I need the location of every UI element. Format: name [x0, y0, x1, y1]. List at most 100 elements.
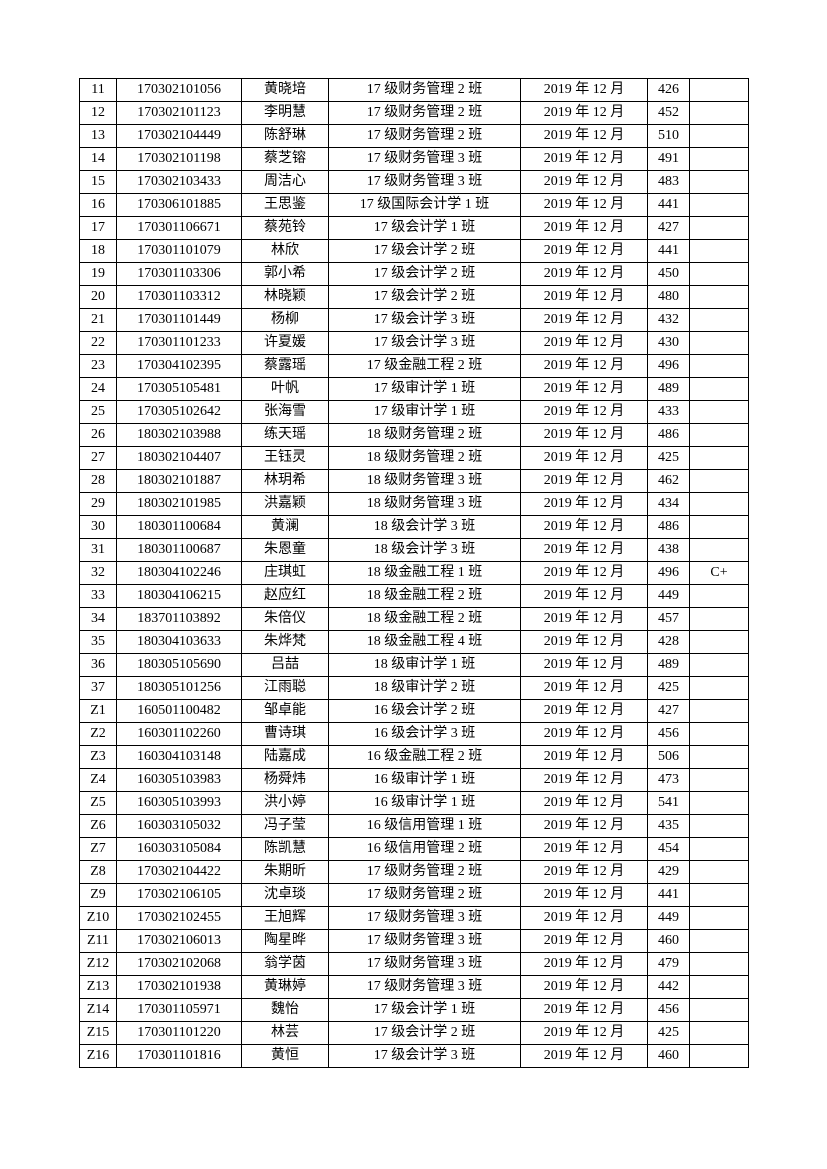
table-row: 23 170304102395 蔡露瑶 17 级金融工程 2 班 2019 年 12 月… — [79, 354, 749, 378]
student-name-cell: 叶帆 — [241, 377, 329, 401]
row-number-cell: Z4 — [79, 768, 117, 792]
student-name-cell: 赵应红 — [241, 584, 329, 608]
exam-date-cell: 2019 年 12 月 — [520, 699, 648, 723]
class-cell: 18 级财务管理 3 班 — [328, 469, 521, 493]
exam-date-cell: 2019 年 12 月 — [520, 492, 648, 516]
score-table: 11 170302101056 黄晓培 17 级财务管理 2 班 2019 年 12 月… — [79, 78, 749, 1068]
table-row: 28 180302101887 林玥希 18 级财务管理 3 班 2019 年 12 月… — [79, 469, 749, 493]
exam-date-cell: 2019 年 12 月 — [520, 538, 648, 562]
row-number-cell: 14 — [79, 147, 117, 171]
score-cell: 460 — [647, 1044, 690, 1068]
score-cell: 479 — [647, 952, 690, 976]
exam-date-cell: 2019 年 12 月 — [520, 308, 648, 332]
class-cell: 17 级会计学 3 班 — [328, 1044, 521, 1068]
student-name-cell: 蔡露瑶 — [241, 354, 329, 378]
class-cell: 18 级金融工程 2 班 — [328, 607, 521, 631]
student-name-cell: 林芸 — [241, 1021, 329, 1045]
exam-date-cell: 2019 年 12 月 — [520, 883, 648, 907]
grade-cell — [689, 124, 749, 148]
exam-date-cell: 2019 年 12 月 — [520, 469, 648, 493]
row-number-cell: 37 — [79, 676, 117, 700]
student-id-cell: 170302101123 — [116, 101, 242, 125]
class-cell: 17 级财务管理 3 班 — [328, 170, 521, 194]
student-id-cell: 160501100482 — [116, 699, 242, 723]
class-cell: 16 级金融工程 2 班 — [328, 745, 521, 769]
table-row: 12 170302101123 李明慧 17 级财务管理 2 班 2019 年 12 月… — [79, 101, 749, 125]
row-number-cell: Z2 — [79, 722, 117, 746]
exam-date-cell: 2019 年 12 月 — [520, 975, 648, 999]
exam-date-cell: 2019 年 12 月 — [520, 1021, 648, 1045]
class-cell: 18 级会计学 3 班 — [328, 515, 521, 539]
student-id-cell: 170302102068 — [116, 952, 242, 976]
row-number-cell: 24 — [79, 377, 117, 401]
row-number-cell: Z13 — [79, 975, 117, 999]
class-cell: 17 级会计学 1 班 — [328, 216, 521, 240]
exam-date-cell: 2019 年 12 月 — [520, 446, 648, 470]
grade-cell — [689, 998, 749, 1022]
exam-date-cell: 2019 年 12 月 — [520, 998, 648, 1022]
row-number-cell: 20 — [79, 285, 117, 309]
grade-cell — [689, 538, 749, 562]
row-number-cell: 17 — [79, 216, 117, 240]
row-number-cell: Z1 — [79, 699, 117, 723]
student-id-cell: 160305103993 — [116, 791, 242, 815]
grade-cell — [689, 860, 749, 884]
score-cell: 425 — [647, 1021, 690, 1045]
student-id-cell: 170302102455 — [116, 906, 242, 930]
class-cell: 17 级会计学 2 班 — [328, 262, 521, 286]
score-cell: 452 — [647, 101, 690, 125]
student-name-cell: 陈凯慧 — [241, 837, 329, 861]
student-name-cell: 吕喆 — [241, 653, 329, 677]
row-number-cell: 18 — [79, 239, 117, 263]
grade-cell — [689, 78, 749, 102]
score-cell: 450 — [647, 262, 690, 286]
table-row: 18 170301101079 林欣 17 级会计学 2 班 2019 年 12 月 44… — [79, 239, 749, 263]
class-cell: 18 级审计学 1 班 — [328, 653, 521, 677]
grade-cell — [689, 906, 749, 930]
class-cell: 18 级金融工程 4 班 — [328, 630, 521, 654]
exam-date-cell: 2019 年 12 月 — [520, 837, 648, 861]
class-cell: 18 级财务管理 2 班 — [328, 446, 521, 470]
score-cell: 441 — [647, 193, 690, 217]
student-id-cell: 170302103433 — [116, 170, 242, 194]
table-row: 33 180304106215 赵应红 18 级金融工程 2 班 2019 年 12 月… — [79, 584, 749, 608]
score-cell: 541 — [647, 791, 690, 815]
table-row: Z12 170302102068 翁学茵 17 级财务管理 3 班 2019 年 12 … — [79, 952, 749, 976]
grade-cell — [689, 285, 749, 309]
score-cell: 425 — [647, 446, 690, 470]
student-name-cell: 周洁心 — [241, 170, 329, 194]
student-id-cell: 170302104422 — [116, 860, 242, 884]
class-cell: 17 级国际会计学 1 班 — [328, 193, 521, 217]
class-cell: 18 级金融工程 1 班 — [328, 561, 521, 585]
exam-date-cell: 2019 年 12 月 — [520, 791, 648, 815]
grade-cell — [689, 768, 749, 792]
table-row: 30 180301100684 黄澜 18 级会计学 3 班 2019 年 12 月 48… — [79, 515, 749, 539]
grade-cell — [689, 929, 749, 953]
table-row: 24 170305105481 叶帆 17 级审计学 1 班 2019 年 12 月 48… — [79, 377, 749, 401]
row-number-cell: Z16 — [79, 1044, 117, 1068]
grade-cell — [689, 354, 749, 378]
student-id-cell: 160304103148 — [116, 745, 242, 769]
class-cell: 18 级财务管理 2 班 — [328, 423, 521, 447]
exam-date-cell: 2019 年 12 月 — [520, 239, 648, 263]
exam-date-cell: 2019 年 12 月 — [520, 400, 648, 424]
exam-date-cell: 2019 年 12 月 — [520, 285, 648, 309]
row-number-cell: Z11 — [79, 929, 117, 953]
class-cell: 17 级财务管理 2 班 — [328, 860, 521, 884]
student-id-cell: 170302106013 — [116, 929, 242, 953]
row-number-cell: 12 — [79, 101, 117, 125]
class-cell: 17 级财务管理 3 班 — [328, 975, 521, 999]
student-id-cell: 160301102260 — [116, 722, 242, 746]
student-id-cell: 160305103983 — [116, 768, 242, 792]
student-id-cell: 170302101056 — [116, 78, 242, 102]
score-cell: 496 — [647, 354, 690, 378]
class-cell: 17 级会计学 1 班 — [328, 998, 521, 1022]
grade-cell: C+ — [689, 561, 749, 585]
student-id-cell: 170302104449 — [116, 124, 242, 148]
student-name-cell: 张海雪 — [241, 400, 329, 424]
grade-cell — [689, 377, 749, 401]
row-number-cell: 25 — [79, 400, 117, 424]
